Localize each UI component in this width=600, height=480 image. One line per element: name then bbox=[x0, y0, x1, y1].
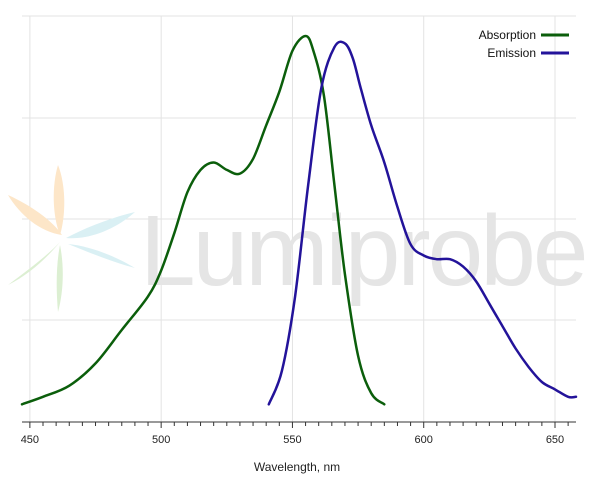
x-tick-label: 550 bbox=[283, 434, 301, 446]
x-tick-label: 500 bbox=[152, 434, 170, 446]
x-axis: 450 500 550 600 650 bbox=[21, 421, 576, 446]
x-axis-title: Wavelength, nm bbox=[254, 460, 340, 474]
x-tick-label: 450 bbox=[21, 434, 39, 446]
watermark-logo-icon bbox=[8, 165, 135, 312]
legend-label-emission: Emission bbox=[487, 46, 536, 60]
legend-label-absorption: Absorption bbox=[479, 28, 536, 42]
watermark-text: Lumiprobe bbox=[140, 195, 586, 307]
emission-curve bbox=[267, 40, 578, 406]
curves bbox=[20, 34, 578, 406]
watermark: Lumiprobe bbox=[8, 165, 589, 312]
grid bbox=[22, 15, 576, 422]
legend: Absorption Emission bbox=[479, 28, 569, 60]
x-tick-label: 600 bbox=[415, 434, 433, 446]
absorption-curve bbox=[20, 34, 386, 406]
x-tick-label: 650 bbox=[546, 434, 564, 446]
